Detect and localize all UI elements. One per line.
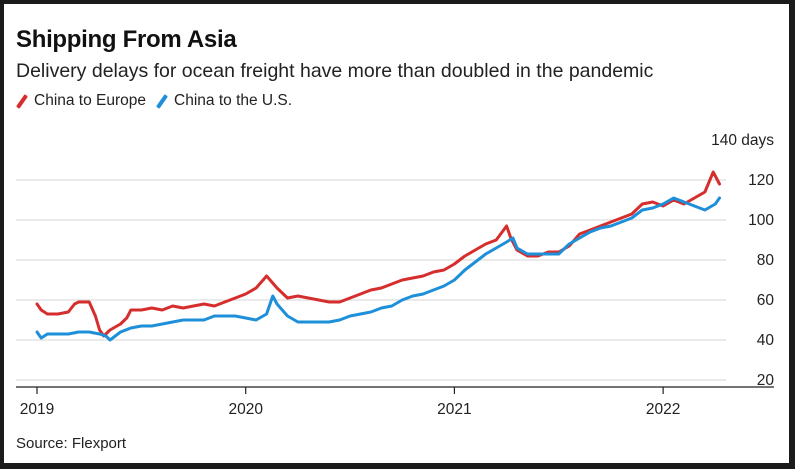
chart-legend: China to Europe China to the U.S. <box>16 92 302 110</box>
y-tick-label-20: 20 <box>757 372 775 389</box>
y-tick-label-40: 40 <box>757 332 775 349</box>
x-tick-label-2019: 2019 <box>20 401 54 418</box>
series-line-china-to-europe <box>35 170 721 338</box>
y-tick-label-60: 60 <box>757 292 775 309</box>
chart-subtitle: Delivery delays for ocean freight have m… <box>16 60 654 82</box>
x-tick-label-2020: 2020 <box>228 401 263 418</box>
legend-item-china-europe: China to Europe <box>16 92 146 110</box>
y-tick-label-120: 120 <box>748 172 774 189</box>
line-chart: 20 40 60 80 100 120 140 days 2019 2020 2021 2022 <box>16 132 775 418</box>
legend-item-china-us: China to the U.S. <box>156 92 292 110</box>
y-tick-label-140: 140 days <box>711 132 774 149</box>
x-tick-label-2021: 2021 <box>437 401 471 418</box>
x-tick-label-2022: 2022 <box>646 401 680 418</box>
chart-title: Shipping From Asia <box>16 26 237 53</box>
y-tick-label-80: 80 <box>757 252 775 269</box>
legend-label-china-europe: China to Europe <box>34 92 147 109</box>
series-line-china-to-us <box>35 196 721 342</box>
y-tick-label-100: 100 <box>748 212 774 229</box>
chart-card: Shipping From Asia Delivery delays for o… <box>4 4 789 463</box>
legend-label-china-us: China to the U.S. <box>174 92 293 109</box>
chart-source: Source: Flexport <box>16 435 127 452</box>
